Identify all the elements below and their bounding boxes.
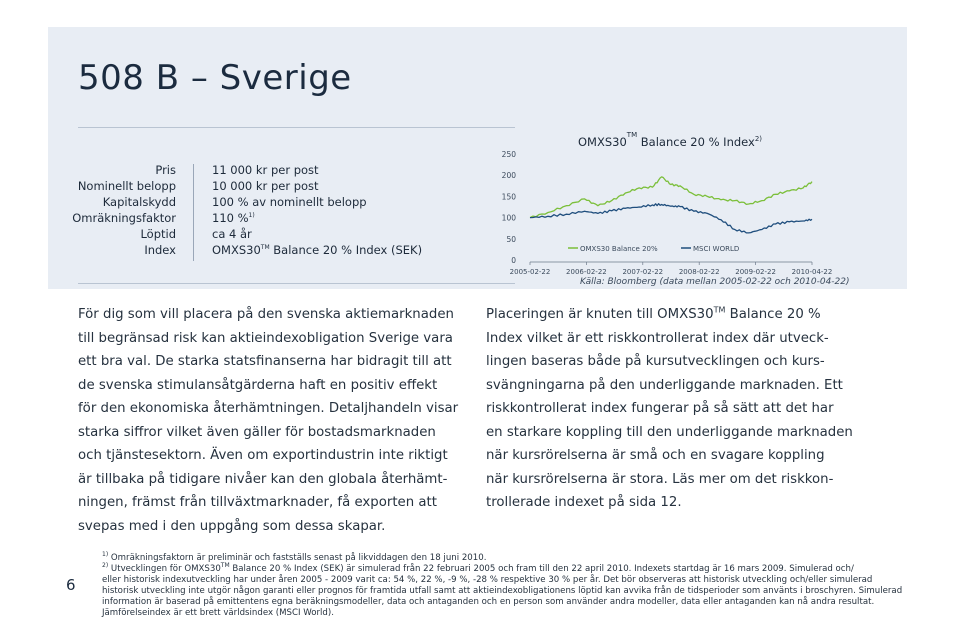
x-tick-label: 2005-02-22	[510, 268, 551, 276]
body-line: trollerade indexet på sida 12.	[486, 495, 682, 510]
spec-label: Pris	[155, 163, 176, 177]
series-line-1	[529, 203, 813, 234]
body-line: Index vilket är ett riskkontrollerat ind…	[486, 330, 829, 346]
footnote-line: information är baserad på emittentens eg…	[102, 597, 875, 607]
spec-separator	[193, 164, 194, 261]
spec-value-kapitalskydd: 100 % av nominellt belopp	[212, 195, 367, 209]
body-line: när kursrörelserna är små och en svagare…	[486, 448, 825, 463]
spec-label: Löptid	[140, 227, 176, 241]
body-line-b: Balance 20 %	[725, 307, 821, 322]
spec-labels: Pris Nominellt belopp Kapitalskydd Omräk…	[70, 162, 176, 258]
footnote-text: Balance 20 % Index (SEK) är simulerad fr…	[229, 564, 854, 574]
specs-divider	[78, 283, 515, 284]
footnote-2: 2) Utvecklingen för OMXS30TM Balance 20 …	[102, 562, 902, 575]
body-text-right: Placeringen är knuten till OMXS30TM Bala…	[486, 303, 866, 515]
spec-values: 11 000 kr per post 10 000 kr per post 10…	[212, 162, 452, 258]
spec-value-omrakning-text: 110 %	[212, 211, 249, 225]
spec-label: Kapitalskydd	[102, 195, 176, 209]
y-tick-label: 50	[506, 235, 516, 244]
footnotes: 1) Omräkningsfaktorn är preliminär och f…	[102, 551, 903, 619]
spec-value-pris: 11 000 kr per post	[212, 163, 319, 177]
chart-title-rest: Balance 20 % Index	[637, 135, 755, 149]
body-line: ett bra val. De starka statsfinanserna h…	[78, 354, 452, 369]
chart-title: OMXS30TM Balance 20 % Index2)	[578, 132, 763, 150]
spec-value-omrakning: 110 %1)	[212, 210, 452, 226]
footnote-mark: 1)	[102, 551, 109, 559]
body-line: en starkare koppling till den underligga…	[486, 424, 853, 440]
footnote-line: eller historisk indexutveckling har unde…	[102, 575, 873, 585]
x-tick-label: 2010-04-22	[792, 268, 833, 276]
series-line-0	[529, 176, 813, 219]
title-divider	[78, 127, 515, 128]
spec-label: Nominellt belopp	[77, 179, 176, 193]
trademark: TM	[260, 244, 270, 252]
footnote-line: historisk utveckling inte utgör någon ga…	[102, 586, 903, 596]
body-line: starka siffror vilket även gäller för bo…	[78, 424, 436, 440]
legend-label: MSCI WORLD	[693, 245, 739, 253]
spec-label: Index	[144, 243, 176, 257]
body-line: och tjänstesektorn. Även om exportindust…	[78, 448, 448, 463]
footnote-line: Jämförelseindex är ett brett världsindex…	[102, 608, 334, 618]
spec-value-index-text: OMXS30	[212, 243, 261, 257]
body-line: För dig som vill placera på den svenska …	[78, 307, 454, 322]
x-tick-label: 2008-02-22	[679, 268, 720, 276]
legend-label: OMXS30 Balance 20%	[580, 245, 658, 253]
body-line: svepas med i den uppgång som dessa skapa…	[78, 518, 386, 534]
trademark: TM	[220, 562, 230, 570]
body-line: lingen baseras både på kursutvecklingen …	[486, 354, 825, 369]
body-line: ningen, främst från tillväxtmarknader, f…	[78, 495, 437, 510]
chart-source: Källa: Bloomberg (data mellan 2005-02-22…	[580, 277, 850, 287]
footnote-1: 1) Omräkningsfaktorn är preliminär och f…	[102, 551, 902, 564]
y-tick-label: 150	[502, 192, 517, 201]
chart-title-main: OMXS30	[578, 135, 627, 149]
y-tick-label: 250	[502, 150, 517, 159]
body-line: riskkontrollerat index fungerar på så sä…	[486, 401, 834, 416]
body-line: för den ekonomiska återhämtningen. Detal…	[78, 401, 459, 416]
footnote-text: Omräkningsfaktorn är preliminär och fast…	[108, 553, 487, 563]
y-tick-label: 0	[511, 256, 516, 265]
body-line: är tillbaka på tidigare nivåer kan den g…	[78, 471, 448, 487]
body-text-left: För dig som vill placera på den svenska …	[78, 303, 468, 538]
body-line: när kursrörelserna är stora. Läs mer om …	[486, 471, 834, 487]
body-line: svängningarna på den underliggande markn…	[486, 377, 843, 393]
page-number: 6	[66, 576, 76, 594]
x-tick-label: 2006-02-22	[566, 268, 607, 276]
y-tick-label: 100	[502, 214, 517, 223]
header-band	[48, 27, 907, 289]
body-line: till begränsad risk kan aktieindexobliga…	[78, 330, 453, 346]
chart-title-footnote: 2)	[754, 135, 763, 144]
y-tick-label: 200	[502, 171, 517, 180]
body-line: de svenska stimulansåtgärderna haft en p…	[78, 377, 438, 393]
footnote-ref: 1)	[248, 212, 255, 220]
spec-value-index: OMXS30TM Balance 20 % Index (SEK)	[212, 242, 452, 258]
x-tick-label: 2009-02-22	[735, 268, 776, 276]
line-chart: 0 50 100 150 200 250 2005-02-22 2006-02-22 2007-…	[502, 150, 833, 276]
x-tick-label: 2007-02-22	[622, 268, 663, 276]
body-line-a: Placeringen är knuten till OMXS30	[486, 307, 714, 322]
spec-value-nominellt: 10 000 kr per post	[212, 179, 319, 193]
spec-value-loptid: ca 4 år	[212, 227, 252, 241]
footnote-text: Utvecklingen för OMXS30	[108, 564, 221, 574]
spec-value-index-rest: Balance 20 % Index (SEK)	[269, 243, 423, 257]
chart-title-tm: TM	[626, 131, 638, 139]
trademark: TM	[713, 305, 726, 315]
body-line: Placeringen är knuten till OMXS30TM Bala…	[486, 303, 866, 327]
footnote-mark: 2)	[102, 562, 109, 570]
spec-label: Omräkningsfaktor	[72, 211, 176, 225]
page-title: 508 B – Sverige	[78, 58, 352, 98]
